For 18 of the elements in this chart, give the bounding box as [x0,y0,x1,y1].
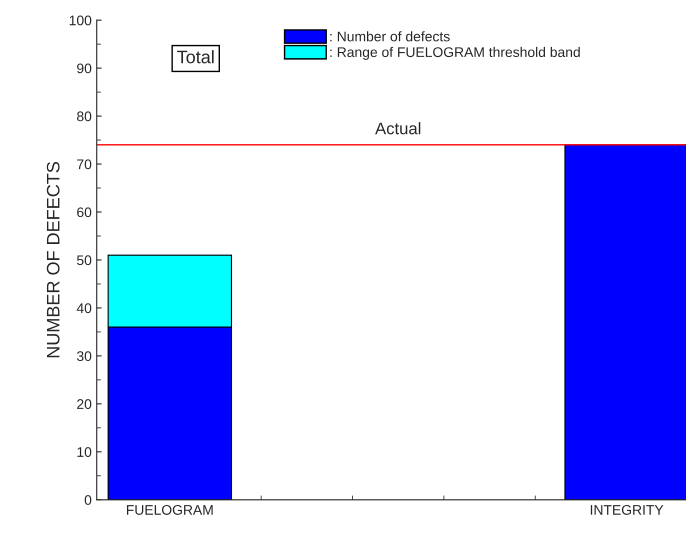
y-tick-label: 30 [76,351,92,362]
y-tick-label: 0 [84,495,92,505]
legend-label: : Number of defects [330,31,450,42]
y-tick-label: 10 [77,447,92,457]
ref-line-label: Actual [375,122,420,134]
y-axis-title: NUMBER OF DEFECTS [46,162,60,358]
y-tick-label: 90 [77,63,92,74]
annotation: Total [177,50,214,64]
y-tick-label: 60 [77,207,92,218]
y-tick-label: 50 [76,255,92,266]
y-tick-label: 80 [77,111,92,122]
x-tick-label: FUELOGRAM [126,504,213,515]
legend-label: : Range of FUELOGRAM threshold band [330,46,580,60]
y-tick-label: 20 [77,399,92,410]
y-tick-label: 70 [77,159,92,170]
x-tick-label: INTEGRITY [590,504,664,515]
y-tick-label: 40 [76,303,92,314]
y-tick-label: 100 [70,16,92,26]
